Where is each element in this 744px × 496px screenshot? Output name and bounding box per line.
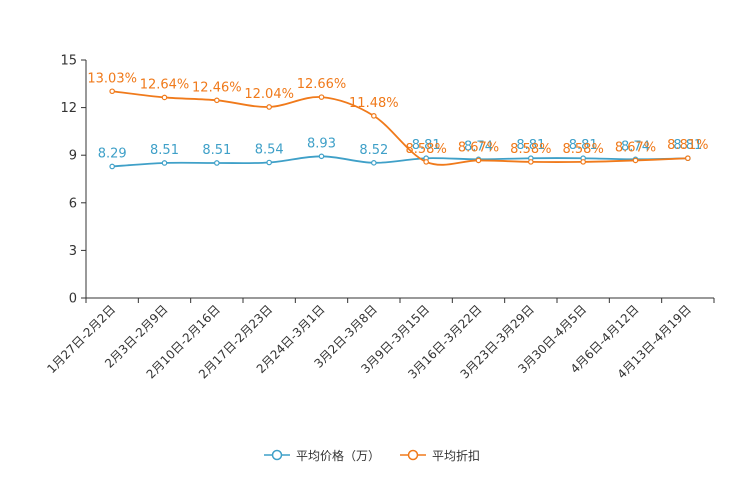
- data-label: 8.74: [621, 139, 650, 154]
- series-lines: [109, 88, 691, 170]
- series-line-0: [112, 155, 688, 168]
- data-point: [580, 159, 586, 165]
- series-line-1: [112, 90, 688, 166]
- data-point: [685, 155, 691, 162]
- legend-item-price[interactable]: 平均价格（万）: [263, 447, 380, 464]
- data-label: 8.81: [412, 138, 441, 153]
- data-point: [161, 160, 168, 166]
- legend-label-price: 平均价格（万）: [295, 448, 380, 463]
- chart-legend[interactable]: 平均价格（万） 平均折扣: [0, 444, 744, 466]
- data-label: 8.58%: [563, 142, 604, 157]
- data-label: 8.58%: [406, 142, 447, 157]
- y-tick-label: 12: [60, 101, 77, 116]
- data-point: [318, 94, 325, 100]
- data-label: 8.81: [516, 138, 545, 153]
- legend-item-discount[interactable]: 平均折扣: [400, 447, 480, 464]
- data-label: 8.51: [150, 143, 179, 158]
- data-label: 12.46%: [192, 80, 242, 95]
- data-label: 8.81: [569, 138, 598, 153]
- data-point: [318, 153, 325, 160]
- data-point: [109, 163, 115, 170]
- y-tick-label: 0: [69, 292, 77, 307]
- data-point: [423, 159, 429, 165]
- data-label: 8.54: [255, 142, 284, 157]
- data-label: 12.04%: [244, 87, 294, 102]
- data-label: 8.52: [359, 143, 388, 158]
- data-label: 13.03%: [87, 71, 137, 86]
- y-tick-label: 9: [69, 149, 77, 164]
- y-tick-label: 6: [69, 196, 77, 211]
- data-label: 8.93: [307, 136, 336, 151]
- data-point: [266, 159, 272, 166]
- data-label: 8.67%: [615, 140, 656, 155]
- data-labels: 8.29 8.51 8.51 8.54 8.93 8.52 8.81 8.74 8.81 8.81…: [87, 71, 708, 161]
- data-label: 8.81: [673, 138, 702, 153]
- data-label: 8.67%: [458, 140, 499, 155]
- data-point: [214, 97, 220, 104]
- data-point: [214, 160, 220, 166]
- data-point: [371, 113, 377, 119]
- data-label: 8.74: [464, 139, 493, 154]
- data-point: [475, 157, 482, 164]
- data-point: [371, 160, 377, 166]
- data-label: 12.66%: [297, 77, 347, 92]
- data-label: 11.48%: [349, 96, 399, 111]
- line-chart: 036912151月27日-2月2日2月3日-2月9日2月10日-2月16日2月…: [44, 54, 715, 382]
- data-point: [161, 94, 168, 101]
- data-label: 8.29: [98, 146, 127, 161]
- data-label: 12.64%: [140, 77, 190, 92]
- data-label: 8.51: [202, 143, 231, 158]
- data-point: [632, 157, 639, 164]
- data-point: [528, 159, 534, 165]
- legend-label-discount: 平均折扣: [432, 448, 481, 463]
- data-point: [109, 88, 115, 95]
- data-point: [266, 104, 272, 110]
- data-label: 8.81%: [667, 138, 708, 153]
- data-label: 8.58%: [510, 142, 551, 157]
- legend-swatch-discount-icon: [400, 449, 426, 461]
- y-tick-label: 3: [69, 244, 77, 259]
- legend-swatch-price-icon: [263, 449, 290, 461]
- y-tick-label: 15: [60, 54, 77, 69]
